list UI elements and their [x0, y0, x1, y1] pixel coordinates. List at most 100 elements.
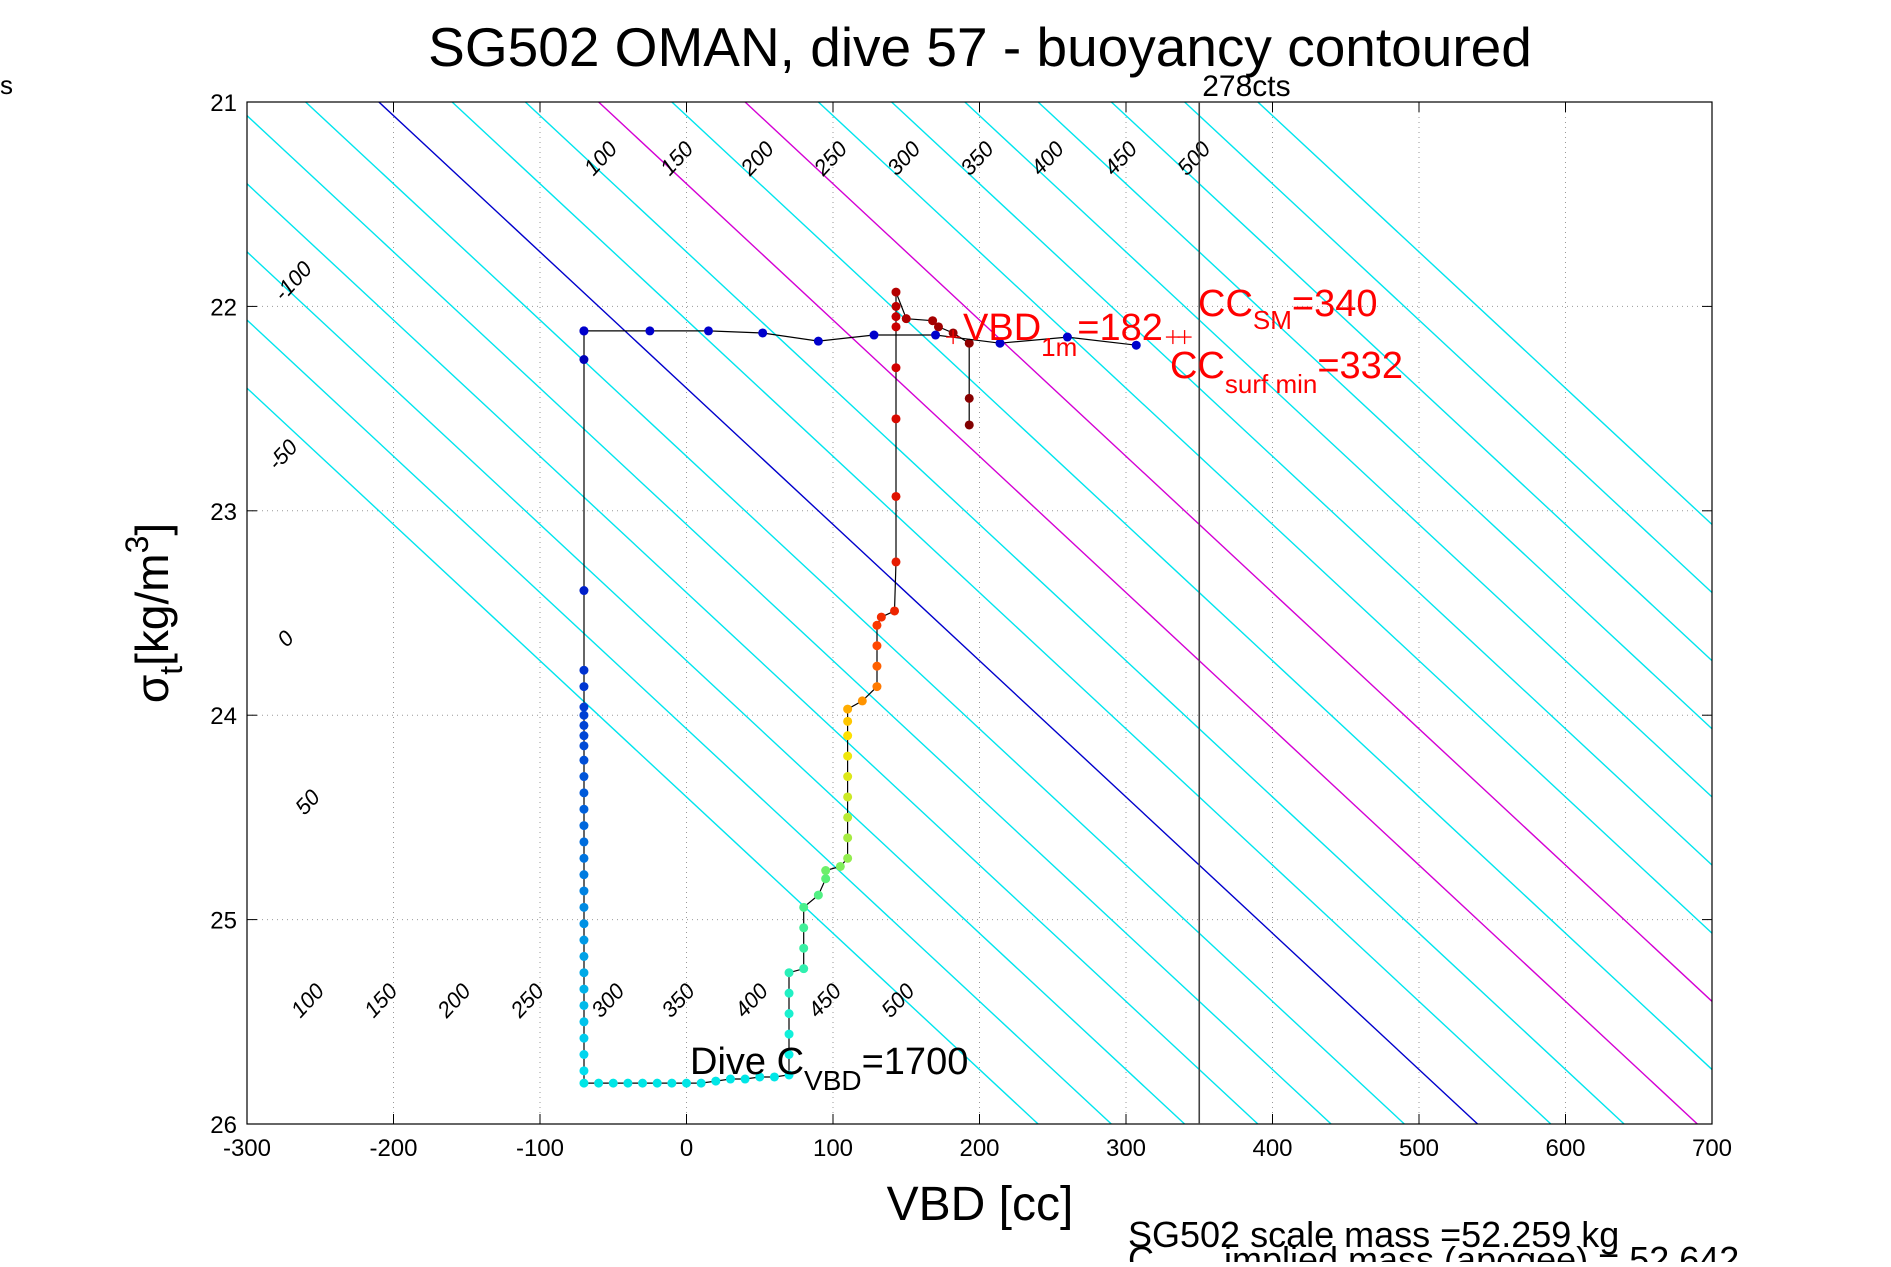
dive-point	[799, 964, 809, 974]
dive-point	[594, 1078, 604, 1088]
dive-point	[843, 853, 853, 863]
dive-point	[933, 322, 943, 332]
buoyancy-contours	[247, 102, 1712, 1124]
dive-point	[891, 312, 901, 322]
implied-mass-c: C	[1128, 1239, 1154, 1262]
x-tick-label: -100	[516, 1135, 564, 1162]
y-tick-label: 24	[210, 703, 237, 730]
x-axis-ticks: -300 -200 -100 0 100 200 300 400 500 600 700	[223, 102, 1732, 1162]
dive-point	[813, 890, 823, 900]
dive-point	[579, 968, 589, 978]
climb-point	[813, 336, 823, 346]
y-tick-label: 21	[210, 90, 237, 117]
contour-line	[1257, 102, 1712, 526]
dive-point	[784, 968, 794, 978]
dive-point	[579, 821, 589, 831]
dive-point	[579, 886, 589, 896]
x-tick-label: 0	[680, 1135, 693, 1162]
dive-point	[872, 661, 882, 671]
dive-point	[711, 1076, 721, 1086]
dive-point	[891, 363, 901, 373]
climb-point	[758, 328, 768, 338]
cc-surf-min-annotation: CCsurf min=332	[1170, 345, 1403, 399]
dive-point	[667, 1078, 677, 1088]
climb-point	[869, 330, 879, 340]
dive-cvbd-main: Dive C	[690, 1041, 804, 1083]
dive-point	[843, 812, 853, 822]
dive-point	[579, 720, 589, 730]
dive-point	[891, 414, 901, 424]
contour-line	[891, 102, 1712, 867]
dive-point	[964, 393, 974, 403]
dive-point	[890, 606, 900, 616]
dive-point	[579, 755, 589, 765]
contour-line	[247, 387, 1039, 1124]
dive-point	[843, 704, 853, 714]
y-label-sub: t	[153, 666, 189, 675]
dive-point	[682, 1078, 691, 1088]
climb-point	[995, 338, 1005, 348]
dive-point	[843, 772, 853, 782]
x-tick-label: 400	[1252, 1135, 1292, 1162]
y-axis-ticks: 21 22 23 24 25 26	[210, 90, 1712, 1139]
contour-line	[247, 182, 1259, 1124]
contour-line	[1037, 102, 1712, 730]
dive-point	[579, 682, 589, 692]
dive-point	[579, 710, 589, 720]
vbd-1m-sub: 1m	[1041, 332, 1077, 362]
dive-point	[623, 1078, 633, 1088]
dive-point	[799, 923, 809, 933]
contour-line	[964, 102, 1712, 798]
implied-mass-rest: implied mass (apogee) = 52.642	[1224, 1239, 1739, 1262]
dive-point	[579, 1033, 589, 1043]
contour-line	[247, 250, 1186, 1124]
dive-point	[891, 287, 901, 297]
dive-point	[579, 1017, 589, 1027]
x-axis-label: VBD [cc]	[887, 1178, 1074, 1231]
dive-point	[876, 612, 886, 622]
contour-line	[1110, 102, 1712, 662]
reference-line-label: 278cts	[1202, 70, 1290, 103]
x-tick-label: -200	[369, 1135, 417, 1162]
dive-point	[891, 322, 901, 332]
dive-point	[740, 1074, 750, 1084]
x-tick-label: 100	[813, 1135, 853, 1162]
dive-point	[843, 833, 853, 843]
contour-line	[744, 102, 1712, 1003]
dive-point	[901, 314, 911, 324]
y-tick-label: 26	[210, 1112, 237, 1139]
data-series	[579, 287, 1141, 1088]
dive-point	[784, 988, 794, 998]
dive-point	[579, 665, 589, 675]
climb-point	[579, 326, 589, 336]
dive-point	[579, 935, 589, 945]
dive-point	[579, 586, 589, 596]
contour-line	[1184, 102, 1712, 594]
dive-point	[843, 792, 853, 802]
climb-point	[645, 326, 655, 336]
climb-point	[703, 326, 713, 336]
dive-point	[579, 902, 589, 912]
vbd-1m-annotation: VBD1m=182	[963, 307, 1163, 362]
cc-sm-main: CC	[1198, 283, 1253, 325]
dive-point	[891, 557, 901, 567]
dive-point	[579, 731, 589, 741]
dive-point	[608, 1078, 618, 1088]
dive-point	[652, 1078, 662, 1088]
dive-cvbd-annotation: Dive CVBD=1700	[690, 1041, 968, 1096]
dive-point	[891, 491, 901, 501]
dive-point	[821, 866, 831, 876]
dive-point	[579, 919, 589, 929]
cc-surf-value: =332	[1317, 345, 1403, 387]
red-plus-markers	[946, 330, 1192, 345]
dive-point	[835, 861, 845, 871]
cc-sm-annotation: CCSM=340	[1198, 283, 1377, 335]
x-tick-label: -300	[223, 1135, 271, 1162]
climb-trace-line	[584, 330, 1137, 346]
dive-point	[928, 316, 938, 326]
dive-point	[579, 1078, 589, 1088]
dive-point	[579, 837, 589, 847]
dive-point	[843, 731, 853, 741]
contour-line	[247, 319, 1112, 1124]
dive-point	[872, 620, 882, 630]
